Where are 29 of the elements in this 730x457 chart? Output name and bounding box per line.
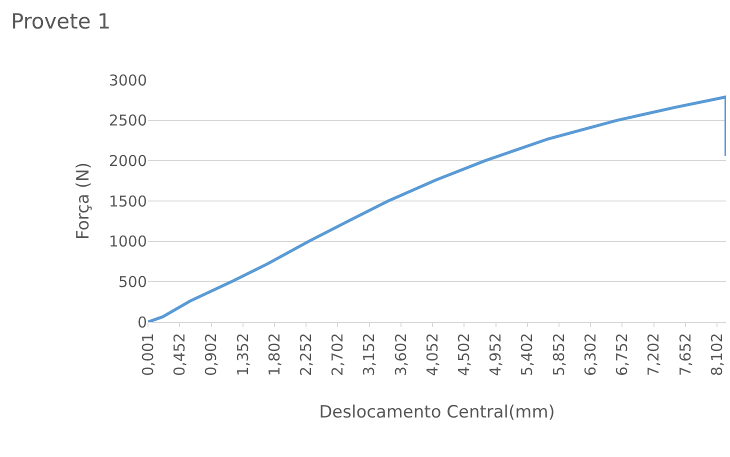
x-tick-label: 0,902: [202, 333, 220, 376]
x-tick-label: 7,652: [676, 333, 694, 376]
x-tick-label: 8,102: [708, 333, 726, 376]
x-tick-label: 1,802: [265, 333, 284, 376]
y-tick-label: 2000: [108, 152, 147, 170]
x-tick-label: 3,602: [392, 333, 410, 376]
x-tick-label: 4,952: [486, 333, 505, 376]
x-tick-label: 0,452: [170, 333, 189, 376]
x-tick-label: 5,402: [518, 333, 536, 376]
x-axis-title: Deslocamento Central(mm): [319, 402, 555, 422]
y-tick-label: 1000: [108, 232, 147, 251]
x-tick-label: 5,852: [550, 333, 568, 376]
x-tick-label: 2,702: [328, 333, 347, 376]
y-axis-title: Força (N): [73, 162, 94, 240]
x-tick-label: 6,302: [581, 333, 600, 376]
y-tick-label: 2500: [108, 112, 147, 130]
y-tick-label: 500: [118, 272, 147, 291]
chart-title: Provete 1: [10, 9, 111, 34]
x-tick-label: 0,001: [138, 333, 157, 376]
x-tick-label: 1,352: [234, 333, 252, 376]
y-tick-label: 0: [137, 313, 147, 332]
x-tick-label: 4,052: [423, 333, 442, 376]
x-tick-label: 6,752: [613, 333, 632, 376]
x-tick-label: 3,152: [360, 333, 378, 376]
y-tick-label: 3000: [108, 71, 147, 90]
x-tick-label: 2,252: [296, 333, 315, 376]
x-tick-label: 4,502: [455, 333, 474, 376]
y-tick-label: 1500: [108, 192, 147, 210]
x-tick-label: 7,202: [644, 333, 663, 376]
